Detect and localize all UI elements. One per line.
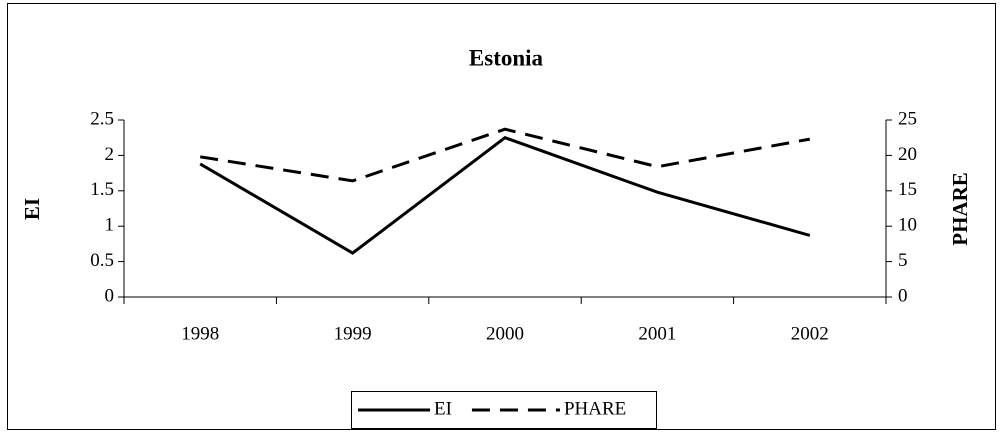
x-tick-label: 2000 — [486, 323, 524, 344]
y2-tick-label: 5 — [898, 250, 908, 271]
y-axis-label: EI — [20, 198, 44, 220]
y2-tick-label: 0 — [898, 285, 908, 306]
y2-axis-label: PHARE — [948, 172, 972, 246]
y2-tick-label: 15 — [898, 179, 917, 200]
series-line — [199, 136, 811, 255]
y2-tick-label: 10 — [898, 215, 917, 236]
y2-tick-label: 25 — [898, 108, 917, 129]
x-tick-label: 2002 — [791, 323, 829, 344]
x-tick-label: 1999 — [334, 323, 372, 344]
x-tick-label: 1998 — [181, 323, 219, 344]
y-tick-label: 2 — [105, 144, 115, 165]
y-tick-label: 1 — [105, 215, 115, 236]
y-tick-label: 1.5 — [90, 179, 114, 200]
y-tick-label: 2.5 — [90, 108, 114, 129]
y-tick-label: 0 — [105, 285, 115, 306]
chart-title: Estonia — [469, 45, 544, 70]
y2-tick-label: 20 — [898, 144, 917, 165]
legend-label: PHARE — [564, 398, 626, 419]
series-line — [199, 127, 811, 183]
legend-label: EI — [434, 398, 452, 419]
y-tick-label: 0.5 — [90, 250, 114, 271]
x-tick-label: 2001 — [638, 323, 676, 344]
chart-border — [7, 3, 996, 430]
